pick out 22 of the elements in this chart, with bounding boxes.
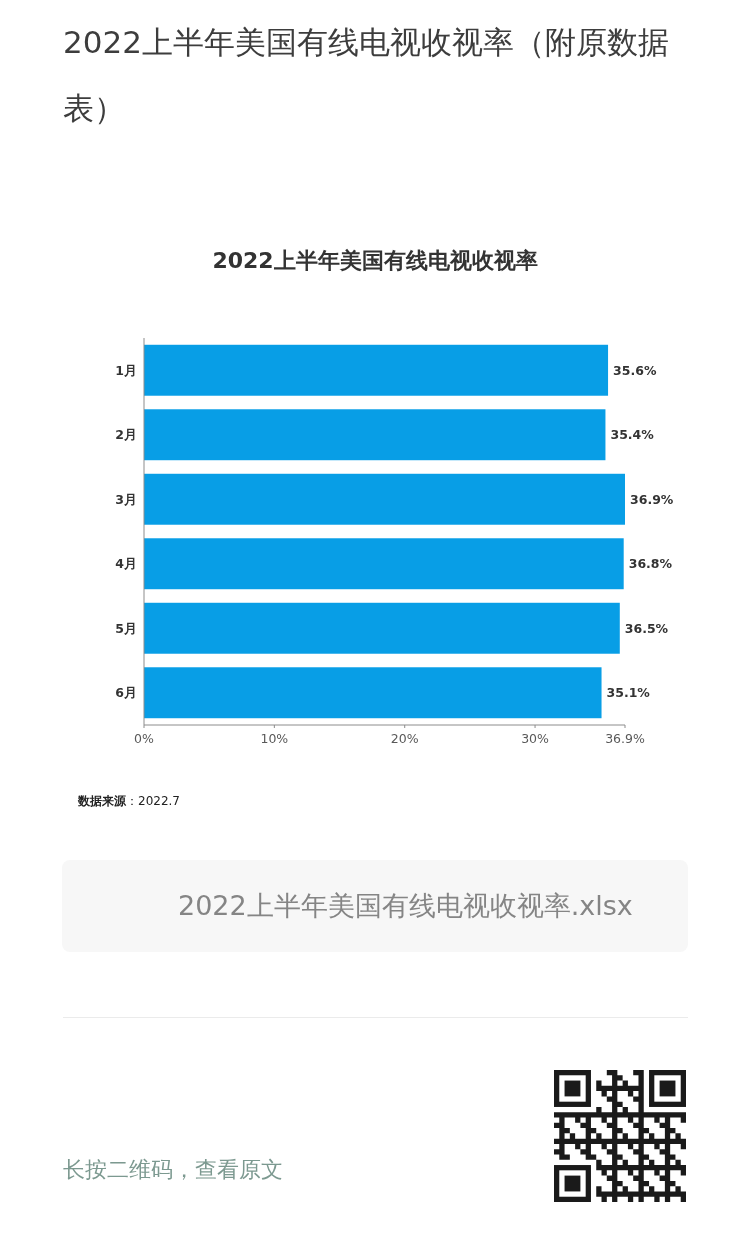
data-label: 35.4% — [610, 427, 655, 443]
text: 2022上半年美国有线电视收视率.xlsx — [178, 889, 633, 923]
text: 数据来源：2022.7 — [77, 794, 180, 808]
y-tick-label: 5月 — [115, 620, 137, 636]
data-label: 36.5% — [624, 620, 669, 636]
x-tick-label: 36.9% — [605, 731, 645, 746]
y-tick-label: 3月 — [115, 491, 137, 507]
y-tick-label: 1月 — [115, 362, 137, 378]
y-tick-label: 6月 — [115, 685, 137, 701]
data-label: 36.8% — [628, 556, 673, 572]
text: 2022上半年美国有线电视收视率（附原数据表） — [63, 23, 670, 128]
x-tick-label: 30% — [521, 731, 550, 746]
y-tick-label: 2月 — [115, 427, 137, 443]
chart-title: 2022上半年美国有线电视收视率 — [212, 248, 538, 273]
data-label: 35.1% — [606, 685, 651, 701]
x-tick-label: 20% — [390, 731, 419, 746]
data-label: 36.9% — [630, 491, 674, 507]
text: 长按二维码，查看原文 — [63, 1156, 283, 1184]
x-tick-label: 10% — [260, 731, 289, 746]
data-label: 35.6% — [613, 362, 657, 378]
y-tick-label: 4月 — [115, 556, 137, 572]
x-tick-label: 0% — [134, 731, 155, 746]
